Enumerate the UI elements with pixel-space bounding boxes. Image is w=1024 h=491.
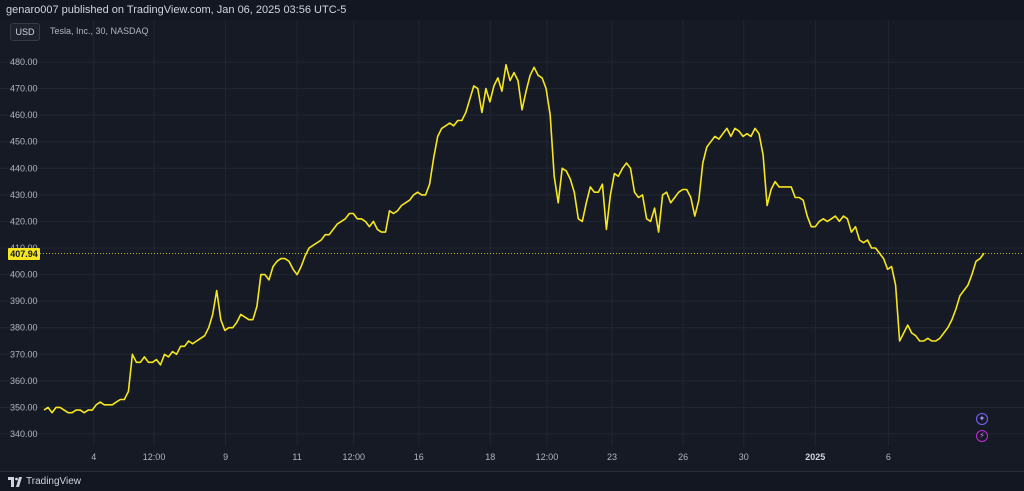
x-tick-label: 11: [292, 452, 301, 462]
publish-text: genaro007 published on TradingView.com, …: [6, 4, 347, 16]
price-series-line: [43, 63, 985, 414]
footer-bar: TradingView: [0, 471, 1024, 491]
y-tick-label: 480.00: [10, 57, 38, 67]
x-axis: 4 12:00 9 11 12:00 16 18 12:00 23 26 30 2025 6: [91, 452, 891, 462]
y-tick-label: 390.00: [10, 296, 38, 306]
currency-button[interactable]: USD: [10, 23, 40, 41]
x-tick-label: 26: [678, 452, 688, 462]
x-tick-label: 6: [886, 452, 891, 462]
x-tick-label: 9: [223, 452, 228, 462]
x-tick-label: 12:00: [342, 452, 365, 462]
y-tick-label: 360.00: [10, 376, 38, 386]
y-tick-label: 440.00: [10, 163, 38, 173]
y-tick-label: 460.00: [10, 110, 38, 120]
y-tick-label: 370.00: [10, 349, 38, 359]
chart-area[interactable]: [0, 20, 1024, 471]
brand-label: TradingView: [26, 476, 82, 487]
y-tick-label: 380.00: [10, 323, 38, 333]
publish-header: genaro007 published on TradingView.com, …: [0, 0, 1024, 20]
tradingview-logo-icon: [8, 477, 22, 487]
x-tick-label: 30: [739, 452, 749, 462]
last-price-badge: 407.94: [8, 248, 40, 260]
x-tick-label: 2025: [805, 452, 825, 462]
x-tick-label: 12:00: [536, 452, 559, 462]
x-tick-label: 4: [91, 452, 96, 462]
x-tick-label: 12:00: [143, 452, 166, 462]
grid-lines: [0, 20, 1024, 446]
y-tick-label: 350.00: [10, 402, 38, 412]
currency-label: USD: [15, 27, 35, 37]
x-tick-label: 18: [485, 452, 495, 462]
y-tick-label: 450.00: [10, 137, 38, 147]
x-tick-label: 23: [607, 452, 617, 462]
y-tick-label: 340.00: [10, 429, 38, 439]
sparkle-icon[interactable]: ✦: [976, 413, 988, 425]
y-tick-label: 470.00: [10, 84, 38, 94]
y-axis: 480.00 470.00 460.00 450.00 440.00 430.00 420.…: [10, 57, 38, 439]
lightning-icon[interactable]: ⚡: [976, 430, 988, 442]
y-tick-label: 400.00: [10, 270, 38, 280]
y-tick-label: 430.00: [10, 190, 38, 200]
symbol-legend: Tesla, Inc., 30, NASDAQ: [50, 26, 149, 36]
y-tick-label: 420.00: [10, 216, 38, 226]
x-tick-label: 16: [414, 452, 424, 462]
